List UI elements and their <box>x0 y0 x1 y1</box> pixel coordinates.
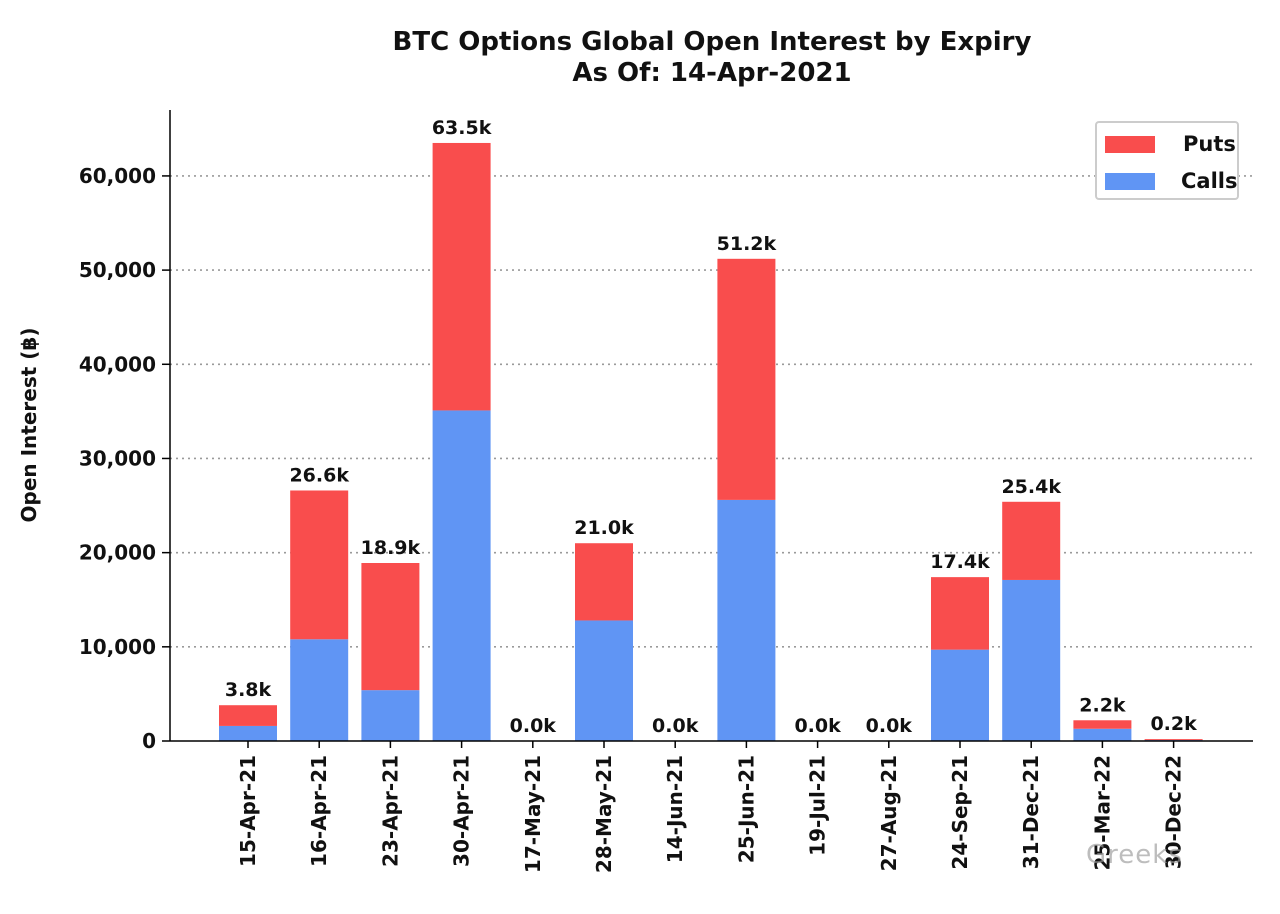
bar-total-label: 2.2k <box>1079 694 1126 716</box>
bar-total-label: 25.4k <box>1001 476 1061 498</box>
legend-item-calls: Calls <box>1105 169 1237 193</box>
bar-puts <box>1073 720 1132 729</box>
x-tick-label: 31-Dec-21 <box>1019 755 1043 869</box>
bar-calls <box>575 620 633 741</box>
y-tick-label: 0 <box>142 729 156 753</box>
x-tick-label: 17-May-21 <box>521 755 545 873</box>
bar-calls <box>931 649 989 741</box>
bar-puts <box>219 705 277 726</box>
bar-puts <box>931 577 989 650</box>
x-tick-label: 24-Sep-21 <box>948 755 972 870</box>
legend-label-calls: Calls <box>1181 169 1238 193</box>
bar-calls <box>1002 579 1061 741</box>
bar-calls <box>290 639 349 741</box>
bar-total-label: 51.2k <box>717 233 777 255</box>
x-tick-label: 30-Apr-21 <box>450 755 474 867</box>
chart-subtitle: As Of: 14-Apr-2021 <box>572 58 852 88</box>
bar-total-label: 0.2k <box>1150 713 1197 735</box>
bar-total-label: 0.0k <box>652 715 699 737</box>
legend-swatch-calls <box>1105 172 1155 190</box>
x-tick-label: 25-Jun-21 <box>734 755 758 863</box>
legend-item-puts: Puts <box>1105 132 1236 156</box>
bar-total-label: 17.4k <box>930 551 990 573</box>
x-tick-label: 23-Apr-21 <box>378 755 402 867</box>
bar-puts <box>361 563 420 691</box>
bar-puts <box>575 543 633 621</box>
x-tick-label: 27-Aug-21 <box>877 755 901 871</box>
x-tick-label: 28-May-21 <box>592 755 616 873</box>
bar-puts <box>432 142 491 411</box>
y-tick-label: 60,000 <box>79 164 156 188</box>
legend-label-puts: Puts <box>1183 132 1236 156</box>
bar-total-label: 0.0k <box>510 715 557 737</box>
bar-calls <box>1073 728 1132 741</box>
bar-calls <box>432 410 491 741</box>
bar-calls <box>361 690 420 741</box>
y-tick-label: 30,000 <box>79 446 156 470</box>
x-tick-label: 14-Jun-21 <box>663 755 687 863</box>
bar-total-label: 3.8k <box>225 679 272 701</box>
chart-title: BTC Options Global Open Interest by Expi… <box>392 27 1032 57</box>
bar-total-label: 21.0k <box>574 517 634 539</box>
y-tick-label: 40,000 <box>79 352 156 376</box>
legend-swatch-puts <box>1105 135 1155 153</box>
bar-puts <box>1144 739 1203 741</box>
bar-calls <box>717 499 776 741</box>
bar-total-label: 0.0k <box>866 715 913 737</box>
legend: Puts Calls <box>1095 121 1239 200</box>
bar-puts <box>1002 501 1061 580</box>
x-tick-label: 25-Mar-22 <box>1090 755 1114 871</box>
y-tick-label: 50,000 <box>79 258 156 282</box>
x-tick-label: 30-Dec-22 <box>1162 755 1186 869</box>
bar-total-label: 63.5k <box>432 117 492 139</box>
x-tick-label: 19-Jul-21 <box>806 755 830 856</box>
x-tick-label: 16-Apr-21 <box>307 755 331 867</box>
bar-total-label: 26.6k <box>289 464 349 486</box>
x-tick-label: 15-Apr-21 <box>236 755 260 867</box>
bar-total-label: 18.9k <box>361 537 421 559</box>
bar-puts <box>290 490 349 640</box>
y-tick-label: 10,000 <box>79 635 156 659</box>
bar-total-label: 0.0k <box>794 715 841 737</box>
bar-calls <box>219 725 277 741</box>
y-tick-label: 20,000 <box>79 541 156 565</box>
y-axis-label: Open Interest (฿) <box>17 328 41 523</box>
watermark: Greeks <box>1086 840 1183 870</box>
bar-puts <box>717 258 776 500</box>
